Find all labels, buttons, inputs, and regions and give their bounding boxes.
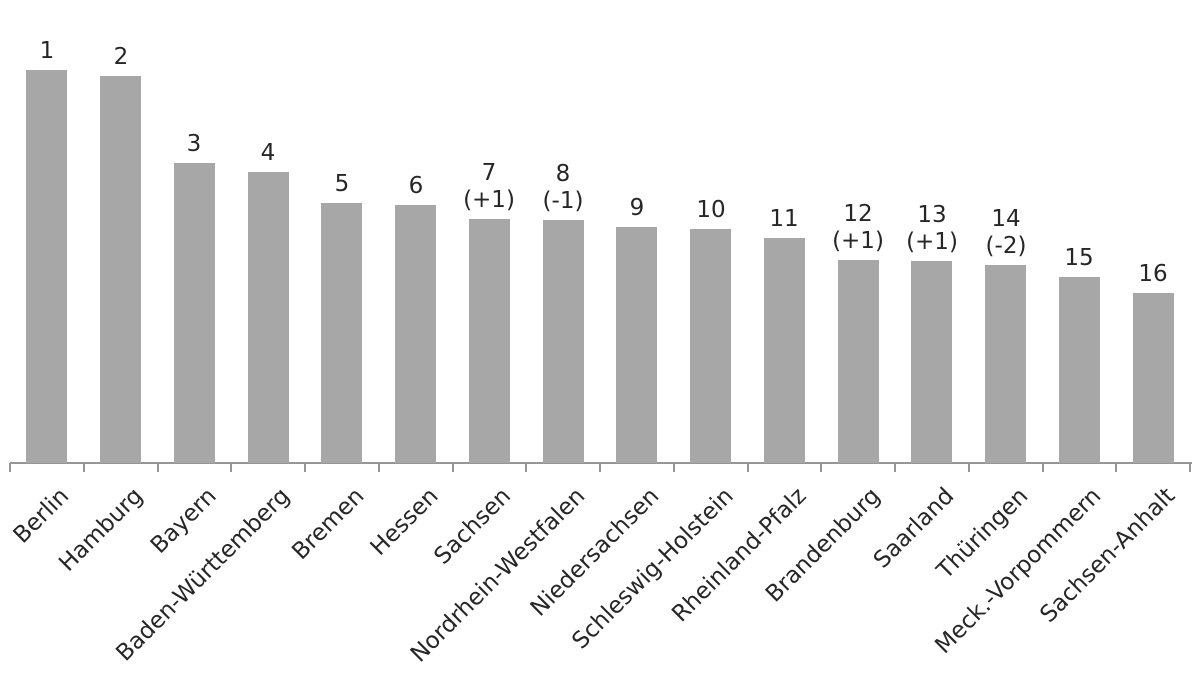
- x-axis-tick: [894, 463, 896, 472]
- bar-bremen: [321, 203, 362, 463]
- bar-brandenburg: [838, 260, 879, 463]
- x-axis-tick: [378, 463, 380, 472]
- bar-rank-change: (+1): [906, 229, 958, 255]
- bar-rank-number: 14: [991, 206, 1021, 232]
- x-axis-label-niedersachsen: Niedersachsen: [525, 483, 665, 622]
- x-axis-tick: [673, 463, 675, 472]
- bar-rank-number: 11: [769, 206, 799, 232]
- bar-rank-change: (-2): [985, 233, 1027, 259]
- bar-hamburg: [100, 76, 141, 463]
- bar-rank-change: (+1): [463, 187, 515, 213]
- bar-bayern: [174, 163, 215, 463]
- x-axis-tick: [525, 463, 527, 472]
- bar-nordrhein-westfalen: [543, 220, 584, 463]
- bar-rank-number: 9: [629, 195, 645, 221]
- bar-thuringen: [985, 265, 1026, 463]
- x-axis-label-bremen: Bremen: [287, 483, 370, 566]
- bar-rank-label-saarland: 13 (+1): [872, 202, 992, 256]
- bar-rank-number: 16: [1138, 261, 1168, 287]
- bar-rank-label-niedersachsen: 9: [577, 195, 697, 222]
- x-axis-label-berlin: Berlin: [8, 483, 75, 549]
- bar-rank-label-hessen: 6: [356, 173, 476, 200]
- bar-baden-wurttemberg: [248, 172, 289, 463]
- x-axis-tick: [452, 463, 454, 472]
- bar-rank-label-nordrhein-westfalen: 8 (-1): [503, 161, 623, 215]
- bar-rank-number: 3: [186, 131, 202, 157]
- bar-rank-number: 13: [917, 202, 947, 228]
- bar-rank-number: 5: [334, 171, 350, 197]
- x-axis-tick: [820, 463, 822, 472]
- x-axis-line: [10, 462, 1192, 464]
- bar-rank-label-sachsen-anhalt: 16: [1093, 261, 1200, 288]
- bar-rank-label-bremen: 5: [282, 171, 402, 198]
- bar-rank-number: 12: [843, 201, 873, 227]
- x-axis-label-rheinland-pfalz: Rheinland-Pfalz: [667, 483, 812, 628]
- x-axis-label-bayern: Bayern: [145, 483, 222, 559]
- x-axis-tick: [968, 463, 970, 472]
- bar-sachsen: [469, 219, 510, 463]
- bar-rank-label-sachsen: 7 (+1): [429, 160, 549, 214]
- x-axis-tick: [1042, 463, 1044, 472]
- x-axis-tick: [599, 463, 601, 472]
- x-axis-tick: [83, 463, 85, 472]
- bar-rank-label-brandenburg: 12 (+1): [798, 201, 918, 255]
- bar-rank-number: 8: [555, 161, 571, 187]
- bar-saarland: [911, 261, 952, 463]
- bar-rank-label-berlin: 1: [0, 38, 107, 65]
- bar-rank-label-schleswig-holstein: 10: [651, 197, 771, 224]
- bar-rank-label-meck-vorpommern: 15: [1019, 245, 1139, 272]
- x-axis-tick: [157, 463, 159, 472]
- bar-rank-number: 7: [481, 160, 497, 186]
- bar-rank-label-thuringen: 14 (-2): [946, 206, 1066, 260]
- bar-rank-number: 15: [1064, 245, 1094, 271]
- bar-berlin: [26, 70, 67, 463]
- bar-rank-label-bayern: 3: [134, 131, 254, 158]
- x-axis-tick: [1115, 463, 1117, 472]
- bar-rank-label-rheinland-pfalz: 11: [724, 206, 844, 233]
- bar-rank-number: 10: [696, 197, 726, 223]
- x-axis-tick: [304, 463, 306, 472]
- x-axis-tick: [230, 463, 232, 472]
- bar-rank-number: 2: [113, 44, 129, 70]
- bar-rank-number: 6: [408, 173, 424, 199]
- bar-rank-label-hamburg: 2: [61, 44, 181, 71]
- bar-rank-label-baden-wurttemberg: 4: [208, 140, 328, 167]
- x-axis-tick: [9, 463, 11, 472]
- bar-rheinland-pfalz: [764, 238, 805, 463]
- bar-niedersachsen: [616, 227, 657, 463]
- bar-rank-change: (+1): [832, 228, 884, 254]
- x-axis-label-sachsen-anhalt: Sachsen-Anhalt: [1035, 483, 1181, 628]
- bar-sachsen-anhalt: [1133, 293, 1174, 463]
- bar-schleswig-holstein: [690, 229, 731, 463]
- bar-meck-vorpommern: [1059, 277, 1100, 463]
- bar-hessen: [395, 205, 436, 463]
- bar-rank-number: 4: [260, 140, 276, 166]
- x-axis-tick: [747, 463, 749, 472]
- bar-rank-number: 1: [39, 38, 55, 64]
- bar-rank-change: (-1): [542, 188, 584, 214]
- x-axis-tick: [1189, 463, 1191, 472]
